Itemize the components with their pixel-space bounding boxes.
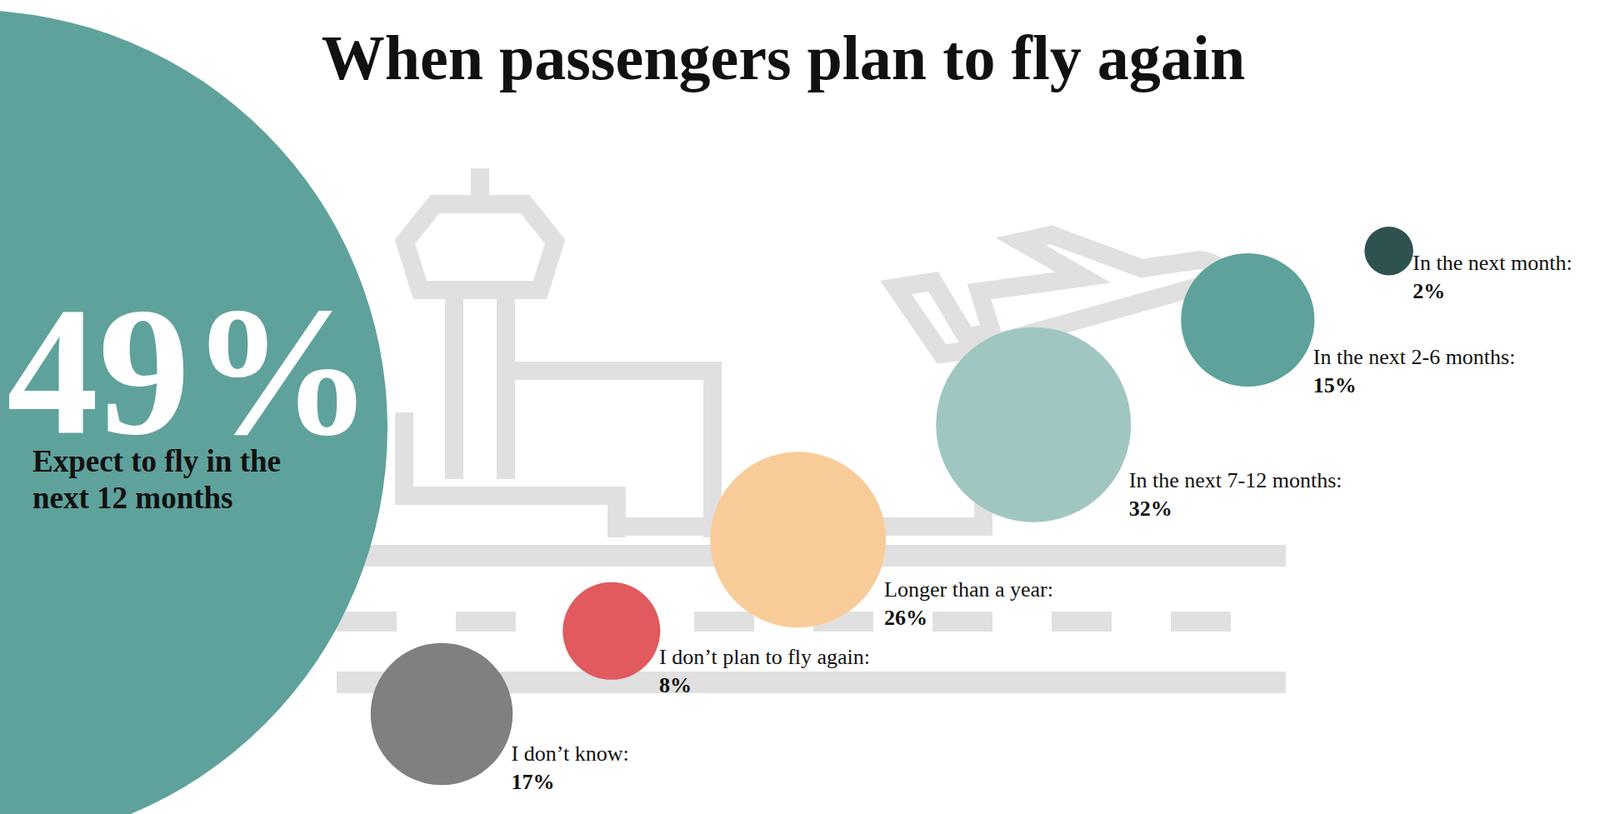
headline-circle — [0, 10, 388, 814]
value-label: 26% — [884, 605, 928, 630]
value-label: 32% — [1129, 496, 1173, 521]
labels: I don’t know: 17% I don’t plan to fly agai… — [511, 250, 1573, 795]
headline-text: Expect to fly in thenext 12 months — [32, 444, 281, 515]
text-line: Expect to fly in the — [32, 444, 281, 479]
value-label: 15% — [1313, 373, 1357, 398]
terminal-left — [404, 412, 617, 538]
chart-title: When passengers plan to fly again — [321, 22, 1246, 93]
headline-number: 49% — [6, 270, 374, 474]
bubble — [562, 582, 660, 680]
runway-dash — [1170, 611, 1231, 632]
runway-dash — [1051, 611, 1112, 632]
runway-dash — [932, 611, 993, 632]
bubble — [1364, 226, 1414, 276]
tower-shaft — [454, 290, 506, 480]
category-label: I don’t know: — [511, 741, 630, 766]
terminal-mid — [505, 370, 713, 538]
canvas: 49%Expect to fly in thenext 12 months Whe… — [0, 0, 1600, 814]
text-line: next 12 months — [32, 480, 234, 515]
bubbles — [370, 226, 1414, 785]
tower-head — [405, 204, 555, 290]
value-label: 8% — [659, 673, 692, 698]
value-label: 2% — [1412, 279, 1445, 304]
bubble — [370, 643, 514, 786]
runway-dash — [694, 611, 755, 632]
airport-illustration — [336, 168, 1286, 694]
value-label: 17% — [511, 770, 555, 795]
bubble — [935, 327, 1131, 523]
category-label: Longer than a year: — [884, 577, 1054, 602]
category-label: I don’t plan to fly again: — [659, 645, 870, 670]
runway-dash — [455, 611, 516, 632]
category-label: In the next month: — [1412, 250, 1572, 275]
runway-dash — [336, 611, 397, 632]
category-label: In the next 7-12 months: — [1129, 468, 1343, 493]
category-label: In the next 2-6 months: — [1313, 345, 1516, 370]
bubble — [710, 451, 886, 628]
bubble — [1180, 253, 1315, 387]
